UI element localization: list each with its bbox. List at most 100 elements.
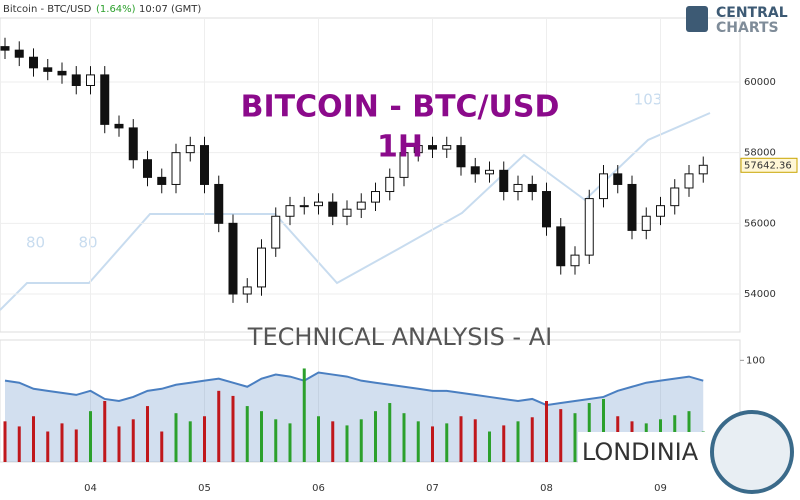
volume-bar xyxy=(60,423,64,462)
brand: LONDINIA xyxy=(582,438,699,466)
candle-body xyxy=(299,205,309,208)
watermark-title: BITCOIN - BTC/USD xyxy=(241,90,560,125)
candle-body xyxy=(57,70,67,76)
volume-bar xyxy=(245,406,249,462)
y-tick-label: 56000 xyxy=(744,218,776,229)
candle-body xyxy=(143,159,152,178)
price-tag xyxy=(740,157,798,173)
candle-body xyxy=(599,173,608,200)
candle-body xyxy=(556,226,566,267)
candle-body xyxy=(570,254,580,267)
candle-body xyxy=(342,208,352,217)
volume-bar xyxy=(217,390,221,462)
candle-body xyxy=(29,56,38,69)
logo-icon xyxy=(686,6,708,32)
volume-bar xyxy=(103,401,107,462)
volume-bar xyxy=(388,403,392,462)
volume-bar xyxy=(545,401,548,462)
candle-body xyxy=(684,173,694,189)
candle-body xyxy=(157,176,167,185)
volume-bar xyxy=(146,406,149,462)
candle-body xyxy=(542,191,551,228)
volume-bar xyxy=(131,419,135,462)
volume-bar xyxy=(74,429,78,462)
last-price: 57642.36 xyxy=(744,160,792,171)
indicator-line xyxy=(4,371,704,407)
candle-body xyxy=(428,145,437,150)
candle-body xyxy=(584,198,594,256)
volume-bar xyxy=(3,421,7,462)
volume-bar xyxy=(89,411,92,462)
candle-body xyxy=(641,215,651,231)
header-change: (1.64%) xyxy=(96,4,136,15)
brand-box xyxy=(578,432,710,472)
volume-bar xyxy=(402,413,406,462)
volume-bar xyxy=(46,431,50,462)
watermark-timeframe: 1H xyxy=(377,130,423,165)
volume-bar xyxy=(117,426,121,462)
candle-body xyxy=(185,145,195,154)
candle-body xyxy=(698,164,708,175)
header-time: 10:07 (GMT) xyxy=(139,4,201,15)
volume-bar xyxy=(317,416,320,462)
volume-bar xyxy=(203,416,206,462)
candle-body xyxy=(114,123,124,129)
candle-body xyxy=(43,67,53,72)
volume-bar xyxy=(331,421,335,462)
volume-bar xyxy=(274,419,278,462)
candle-body xyxy=(228,222,238,295)
faded-line xyxy=(0,112,711,311)
candle-body xyxy=(656,205,665,217)
candle-body xyxy=(371,191,380,203)
x-tick-label: 07 xyxy=(426,483,439,494)
candle-body xyxy=(214,183,224,224)
volume-bar xyxy=(459,416,463,462)
candle-body xyxy=(100,74,110,125)
volume-bar xyxy=(188,421,192,462)
candle-body xyxy=(356,201,366,210)
x-tick-label: 09 xyxy=(654,483,667,494)
candle-body xyxy=(527,183,537,193)
candle-body xyxy=(285,205,295,217)
candle-body xyxy=(128,127,138,161)
volume-bar xyxy=(160,431,164,462)
candle-body xyxy=(242,286,252,295)
volume-bar xyxy=(530,417,534,462)
volume-bar xyxy=(17,426,21,462)
candle-body xyxy=(456,145,466,168)
candle-body xyxy=(399,152,409,178)
faded-label: 80 xyxy=(78,234,97,252)
volume-bar xyxy=(345,425,349,462)
header-symbol: Bitcoin - BTC/USD xyxy=(3,4,92,15)
volume-bar xyxy=(260,411,263,462)
watermark-analysis: TECHNICAL ANALYSIS - AI xyxy=(247,323,552,351)
y-tick-label: 58000 xyxy=(744,148,776,159)
candle-body xyxy=(470,166,480,175)
x-tick-label: 06 xyxy=(312,483,325,494)
candle-body xyxy=(485,169,494,175)
volume-bar xyxy=(559,409,563,462)
volume-bar xyxy=(32,416,35,462)
volume-bar xyxy=(231,395,235,462)
lower-panel xyxy=(0,339,741,463)
candle-body xyxy=(670,187,680,207)
candle-body xyxy=(14,49,24,58)
main-panel xyxy=(0,17,741,333)
volume-bar xyxy=(573,413,577,462)
candle-body xyxy=(200,145,209,185)
candle-body xyxy=(86,74,95,87)
logo-line1: CENTRAL xyxy=(716,5,788,21)
volume-bar xyxy=(416,421,420,462)
candle-body xyxy=(257,247,266,288)
volume-bar xyxy=(516,421,520,462)
faded-label: 80 xyxy=(26,234,45,252)
candle-body xyxy=(513,183,523,193)
candle-body xyxy=(385,176,395,193)
volume-bar xyxy=(602,398,605,462)
x-tick-label: 04 xyxy=(84,483,97,494)
volume-bar xyxy=(288,423,292,462)
candle-body xyxy=(442,145,452,150)
indicator-area xyxy=(5,372,704,462)
volume-bar xyxy=(488,431,491,462)
